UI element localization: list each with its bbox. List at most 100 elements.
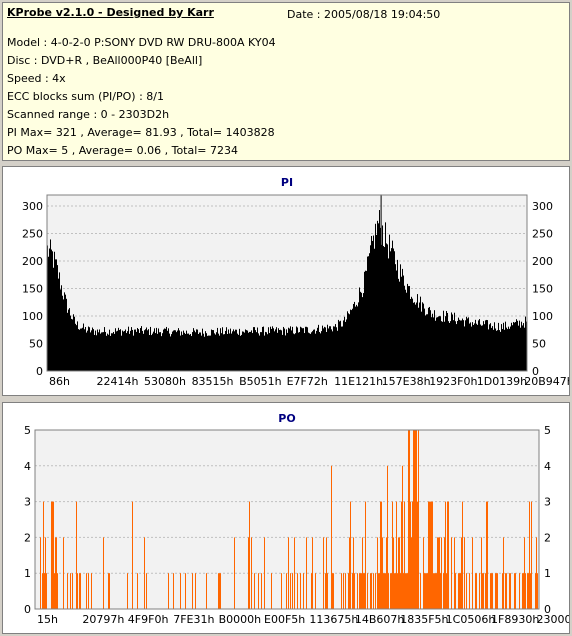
po-bar: [441, 537, 442, 609]
pi-bar: [248, 332, 249, 371]
pi-bar: [283, 326, 284, 371]
pi-bar: [55, 259, 56, 371]
po-bar: [206, 573, 207, 609]
po-bar: [315, 573, 316, 609]
pi-bar: [296, 326, 297, 371]
pi-bar: [126, 333, 127, 371]
pi-bar: [436, 317, 437, 371]
pi-xtick: 20B947h: [524, 375, 569, 388]
po-bar: [57, 573, 58, 609]
pi-bar: [364, 271, 365, 371]
po-bar: [451, 537, 452, 609]
pi-bar: [75, 323, 76, 371]
pi-bar: [146, 327, 147, 371]
pi-bar: [212, 330, 213, 371]
pi-bar: [334, 326, 335, 371]
pi-bar: [197, 329, 198, 371]
pi-bar: [450, 321, 451, 371]
pi-bar: [93, 329, 94, 371]
pi-bar: [482, 325, 483, 371]
po-bar: [417, 501, 418, 609]
pi-bar: [400, 264, 401, 371]
po-bar: [378, 573, 379, 609]
po-bar: [86, 573, 87, 609]
pi-bar: [165, 328, 166, 371]
ecc-line: ECC blocks sum (PI/PO) : 8/1: [7, 90, 164, 103]
pi-bar: [470, 322, 471, 371]
pi-bar: [523, 323, 524, 371]
pi-bar: [278, 328, 279, 371]
po-xtick: 113675h: [309, 613, 358, 626]
pi-bar: [83, 323, 84, 371]
pi-bar: [319, 332, 320, 371]
pi-bar: [356, 304, 357, 371]
pi-bar: [73, 314, 74, 371]
po-bar: [370, 573, 371, 609]
po-bar: [109, 573, 110, 609]
po-bar: [432, 501, 433, 609]
pi-bar: [88, 326, 89, 371]
po-ytick-left: 0: [24, 603, 31, 616]
speed-line: Speed : 4x: [7, 72, 66, 85]
pi-bar: [203, 333, 204, 371]
po-bar: [407, 573, 408, 609]
pi-bar: [295, 333, 296, 371]
po-xtick: 4F9F0h: [128, 613, 169, 626]
pi-bar: [335, 324, 336, 371]
pi-bar: [260, 332, 261, 371]
pi-bar: [413, 302, 414, 371]
pi-xtick: 83515h: [192, 375, 234, 388]
pi-bar: [301, 327, 302, 371]
pi-ytick-right: 100: [532, 310, 553, 323]
po-bar: [423, 537, 424, 609]
po-bar: [311, 573, 312, 609]
pi-bar: [422, 302, 423, 371]
pi-bar: [329, 326, 330, 371]
pi-bar: [306, 326, 307, 371]
pi-ytick-right: 50: [532, 338, 546, 351]
po-bar: [481, 537, 482, 609]
po-bar: [72, 573, 73, 609]
po-bar: [416, 430, 417, 609]
pi-bar: [101, 332, 102, 371]
po-bar: [333, 573, 334, 609]
pi-bar: [492, 326, 493, 371]
po-bar: [55, 537, 56, 609]
pi-bar: [353, 303, 354, 371]
pi-bar: [155, 333, 156, 371]
po-bar: [537, 573, 538, 609]
pi-ytick-left: 100: [22, 310, 43, 323]
pi-bar: [515, 322, 516, 371]
po-xtick: 1835F5h: [400, 613, 448, 626]
pi-bar: [145, 329, 146, 371]
pi-bar: [462, 318, 463, 371]
po-bar: [380, 501, 381, 609]
pi-bar: [218, 333, 219, 371]
pi-xtick: 11E121h: [334, 375, 383, 388]
po-bar: [425, 573, 426, 609]
pi-bar: [241, 334, 242, 371]
pi-bar: [508, 326, 509, 371]
pi-bar: [377, 220, 378, 371]
pi-bar: [350, 309, 351, 371]
pi-bar: [243, 331, 244, 371]
po-bar: [288, 537, 289, 609]
po-bar: [495, 573, 496, 609]
pi-bar: [172, 331, 173, 371]
pi-bar: [481, 325, 482, 371]
pi-bar: [215, 334, 216, 371]
pi-bar: [80, 328, 81, 371]
pi-bar: [347, 311, 348, 371]
pi-bar: [429, 306, 430, 371]
po-bar: [438, 537, 439, 609]
pi-bar: [330, 326, 331, 371]
po-bar: [326, 537, 327, 609]
po-bar: [306, 537, 307, 609]
pi-bar: [287, 332, 288, 371]
po-bar: [399, 537, 400, 609]
pi-bar: [180, 335, 181, 371]
pi-bar: [354, 301, 355, 371]
pi-bar: [494, 322, 495, 371]
pi-bar: [104, 327, 105, 371]
pi-bar: [152, 333, 153, 371]
